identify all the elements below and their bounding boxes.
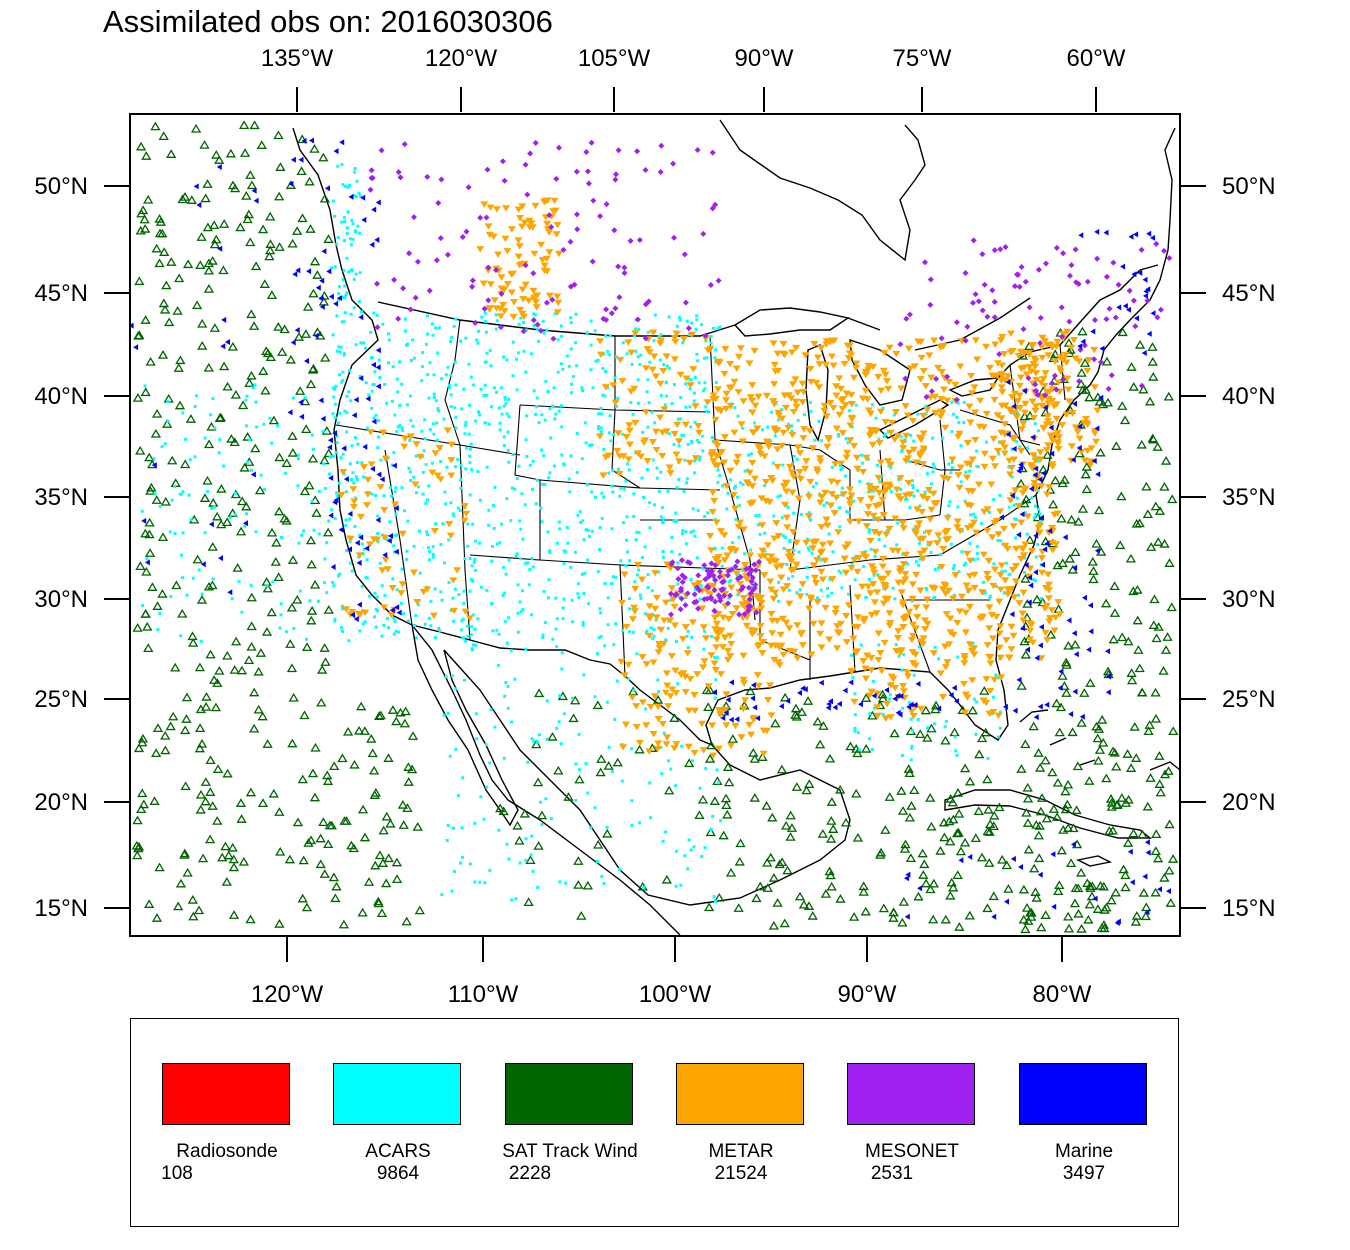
observation-map: 135°W 120°W 105°W 90°W 75°W 60°W 120°W 110°W 100… <box>34 45 1275 1008</box>
right-lat-label: 30°N <box>1222 586 1276 613</box>
legend-label: Marine <box>1054 1141 1114 1162</box>
axis-ticks: 135°W 120°W 105°W 90°W 75°W 60°W 120°W 110°W 100… <box>34 45 1275 1008</box>
legend: Radiosonde 108 ACARS 9864 SAT Track Wind… <box>130 1018 1179 1227</box>
mesonet-markers <box>367 139 1173 618</box>
left-lat-label: 30°N <box>34 586 88 613</box>
metar-markers <box>337 197 1102 760</box>
hispaniola-coastline <box>1149 761 1180 771</box>
top-lon-label: 120°W <box>425 45 498 72</box>
legend-item-marine: Marine 3497 <box>1019 1063 1149 1203</box>
legend-swatch-sat-track-wind <box>505 1063 633 1125</box>
sat-track-wind-markers <box>131 120 1179 934</box>
bottom-lon-label: 80°W <box>1033 981 1092 1008</box>
top-lon-label: 75°W <box>893 45 952 72</box>
legend-item-sat-track-wind: SAT Track Wind 2228 <box>502 1063 638 1203</box>
legend-label: MESONET <box>865 1141 959 1162</box>
right-lat-label: 40°N <box>1222 383 1276 410</box>
observation-markers <box>130 120 1179 934</box>
left-lat-label: 15°N <box>34 895 88 922</box>
legend-count: 9864 <box>376 1163 420 1184</box>
bahamas-coastline <box>1019 709 1096 766</box>
lake-superior <box>733 307 850 337</box>
map-frame <box>129 113 1181 937</box>
page-title: Assimilated obs on: 2016030306 <box>103 4 553 39</box>
left-lat-label: 20°N <box>34 789 88 816</box>
legend-count: 21524 <box>714 1163 768 1184</box>
gulf-coastline <box>619 127 1176 906</box>
gulf-california-coastline <box>443 649 621 871</box>
legend-swatch-metar <box>676 1063 804 1125</box>
bottom-lon-label: 90°W <box>838 981 897 1008</box>
left-lat-label: 35°N <box>34 484 88 511</box>
legend-swatch-acars <box>333 1063 461 1125</box>
hudson-bay-coastline <box>719 119 926 262</box>
left-lat-label: 50°N <box>34 173 88 200</box>
legend-item-mesonet: MESONET 2531 <box>847 1063 977 1203</box>
top-lon-label: 105°W <box>578 45 651 72</box>
right-lat-label: 45°N <box>1222 280 1276 307</box>
legend-swatch-marine <box>1019 1063 1147 1125</box>
bottom-lon-label: 110°W <box>448 981 519 1008</box>
coastlines-and-borders <box>292 119 1180 936</box>
lake-huron <box>849 338 911 406</box>
left-lat-label: 25°N <box>34 686 88 713</box>
legend-label: METAR <box>708 1141 774 1162</box>
legend-item-radiosonde: Radiosonde 108 <box>161 1063 292 1203</box>
left-lat-label: 45°N <box>34 280 88 307</box>
top-lon-label: 135°W <box>261 45 334 72</box>
cuba-coastline <box>944 789 1152 839</box>
legend-swatch-radiosonde <box>162 1063 290 1125</box>
legend-item-metar: METAR 21524 <box>676 1063 806 1203</box>
top-lon-label: 60°W <box>1067 45 1126 72</box>
legend-label: SAT Track Wind <box>502 1141 638 1162</box>
left-lat-label: 40°N <box>34 383 88 410</box>
bottom-lon-label: 100°W <box>639 981 712 1008</box>
right-lat-label: 50°N <box>1222 173 1276 200</box>
legend-label: Radiosonde <box>176 1141 278 1162</box>
legend-label: ACARS <box>365 1141 431 1162</box>
right-lat-label: 25°N <box>1222 686 1276 713</box>
acars-markers <box>140 163 1043 903</box>
legend-count: 2228 <box>508 1163 552 1184</box>
right-lat-label: 20°N <box>1222 789 1276 816</box>
legend-count: 3497 <box>1062 1163 1106 1184</box>
west-coastline <box>292 127 681 936</box>
us-canada-border <box>377 264 1159 379</box>
right-lat-label: 15°N <box>1222 895 1276 922</box>
top-lon-label: 90°W <box>735 45 794 72</box>
legend-swatch-mesonet <box>847 1063 975 1125</box>
right-lat-label: 35°N <box>1222 484 1276 511</box>
baja-coastline <box>411 624 519 827</box>
legend-count: 2531 <box>870 1163 914 1184</box>
legend-count: 108 <box>161 1163 193 1184</box>
legend-item-acars: ACARS 9864 <box>333 1063 463 1203</box>
bottom-lon-label: 120°W <box>251 981 324 1008</box>
jamaica-coastline <box>1075 855 1113 867</box>
